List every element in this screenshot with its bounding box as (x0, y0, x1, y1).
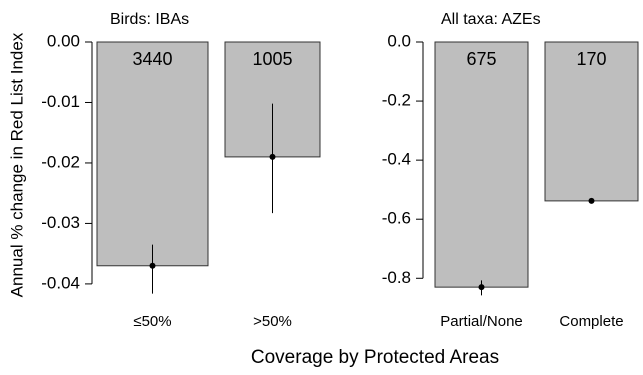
y-tick-label: 0.0 (387, 31, 411, 50)
point (269, 153, 276, 160)
x-tick-label: ≤50% (133, 313, 171, 330)
y-tick-label: -0.04 (41, 273, 80, 292)
x-tick-label: Partial/None (440, 313, 523, 330)
point (149, 262, 156, 269)
count-label: 170 (576, 49, 606, 69)
y-tick-label: -0.01 (41, 92, 80, 111)
count-label: 675 (466, 49, 496, 69)
y-tick-label: -0.6 (382, 209, 411, 228)
x-tick-label: >50% (253, 313, 292, 330)
bar (434, 41, 529, 288)
bar (544, 41, 639, 202)
x-tick-label: Complete (559, 313, 623, 330)
y-tick-label: 0.00 (47, 31, 80, 50)
count-label: 3440 (132, 49, 172, 69)
bar (96, 41, 209, 267)
y-tick-label: -0.8 (382, 268, 411, 287)
panel-title: All taxa: AZEs (441, 11, 541, 28)
y-tick-label: -0.03 (41, 213, 80, 232)
x-axis-label: Coverage by Protected Areas (251, 347, 499, 368)
y-tick-label: -0.02 (41, 152, 80, 171)
y-tick-label: -0.4 (382, 150, 411, 169)
y-tick-label: -0.2 (382, 91, 411, 110)
y-axis-label: Annual % change in Red List Index (7, 32, 26, 297)
point (588, 197, 595, 204)
count-label: 1005 (252, 49, 292, 69)
point (478, 284, 485, 291)
panel-title: Birds: IBAs (110, 11, 189, 28)
